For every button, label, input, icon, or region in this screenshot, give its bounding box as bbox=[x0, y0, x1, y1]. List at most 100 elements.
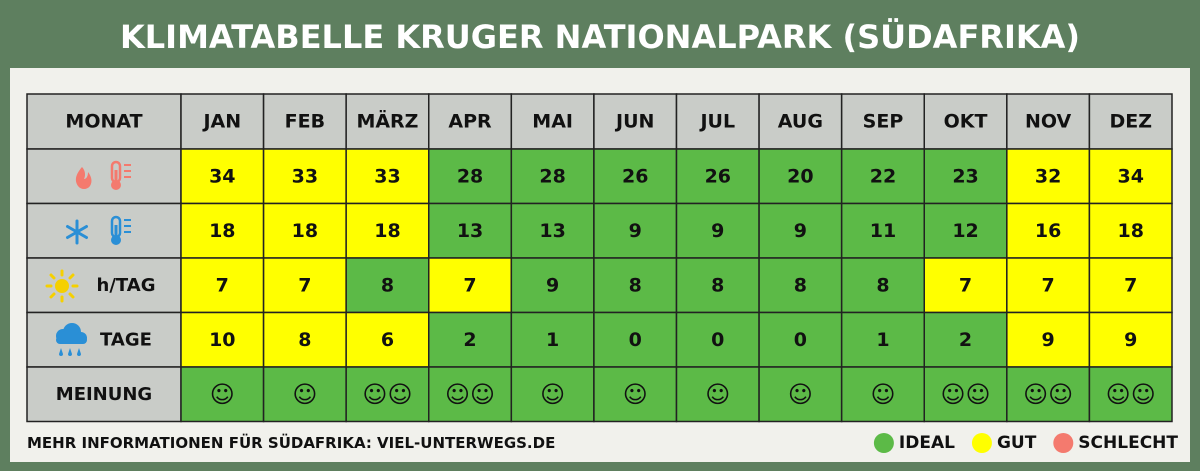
cell bbox=[840, 366, 926, 423]
cell-value: 7 bbox=[1042, 274, 1055, 296]
header-cell bbox=[1006, 93, 1091, 150]
cell bbox=[345, 257, 430, 314]
cell bbox=[510, 366, 595, 423]
header-label: SEP bbox=[863, 111, 904, 133]
cell bbox=[923, 148, 1008, 205]
cell-value: 7 bbox=[463, 274, 476, 296]
cell bbox=[1088, 257, 1173, 314]
header-label: FEB bbox=[285, 111, 325, 133]
row-label: MEINUNG bbox=[56, 384, 152, 405]
cell bbox=[428, 148, 513, 205]
cell-value: ☺☺ bbox=[1023, 380, 1073, 408]
cell-value: 10 bbox=[209, 329, 235, 351]
cell-value: 9 bbox=[629, 220, 642, 242]
cell-value: 8 bbox=[876, 274, 889, 296]
cell-value: 2 bbox=[463, 329, 476, 351]
cell-value: 6 bbox=[381, 329, 394, 351]
header-label: MONAT bbox=[65, 111, 142, 133]
cell bbox=[1006, 366, 1091, 423]
cell-value: 1 bbox=[546, 329, 559, 351]
cell bbox=[758, 202, 843, 259]
cell-value: ☺ bbox=[705, 380, 730, 408]
cell-value: 13 bbox=[457, 220, 483, 242]
cell-value: 9 bbox=[546, 274, 559, 296]
cell-value: 9 bbox=[1124, 329, 1137, 351]
cell-value: 0 bbox=[629, 329, 642, 351]
cell-value: 12 bbox=[952, 220, 978, 242]
cell-value: 28 bbox=[457, 165, 483, 187]
cell-value: 7 bbox=[1124, 274, 1137, 296]
cell-value: ☺ bbox=[788, 380, 813, 408]
snowflake-icon bbox=[66, 219, 88, 245]
cell bbox=[593, 202, 678, 259]
cell-value: 18 bbox=[1117, 220, 1143, 242]
header-cell bbox=[675, 93, 760, 150]
cell bbox=[180, 202, 265, 259]
cell-value: ☺☺ bbox=[362, 380, 412, 408]
cell bbox=[923, 311, 1008, 368]
header-label: AUG bbox=[778, 111, 823, 133]
cell-value: ☺ bbox=[292, 380, 317, 408]
cell bbox=[180, 148, 265, 205]
row-label-cell bbox=[26, 311, 182, 368]
cell bbox=[675, 202, 760, 259]
header-cell bbox=[840, 93, 926, 150]
cell bbox=[593, 366, 678, 423]
cell-value: 34 bbox=[209, 165, 235, 187]
cell-value: 0 bbox=[711, 329, 724, 351]
header-label: MAI bbox=[532, 111, 573, 133]
row-label-cell bbox=[26, 202, 182, 259]
legend-swatch bbox=[1053, 433, 1074, 453]
cell bbox=[510, 257, 595, 314]
rain-icon bbox=[56, 323, 87, 356]
cell bbox=[262, 257, 347, 314]
cell bbox=[180, 366, 265, 423]
cell bbox=[758, 366, 843, 423]
cell-value: 22 bbox=[870, 165, 896, 187]
cell bbox=[262, 202, 347, 259]
cell bbox=[840, 257, 926, 314]
cell bbox=[923, 202, 1008, 259]
sun-icon bbox=[45, 269, 79, 303]
cell bbox=[428, 366, 513, 423]
cell-value: 16 bbox=[1035, 220, 1061, 242]
cell bbox=[758, 148, 843, 205]
legend-swatch bbox=[873, 433, 894, 453]
header-label: MÄRZ bbox=[356, 109, 418, 133]
header-label: NOV bbox=[1025, 111, 1072, 133]
header-label: APR bbox=[448, 111, 492, 133]
header-label: JUL bbox=[698, 111, 735, 133]
header-cell bbox=[593, 93, 678, 150]
header-label: DEZ bbox=[1109, 111, 1152, 133]
title: KLIMATABELLE KRUGER NATIONALPARK (SÜDAFR… bbox=[120, 18, 1080, 56]
cell-value: 7 bbox=[298, 274, 311, 296]
cell-value: 9 bbox=[794, 220, 807, 242]
cell-value: 33 bbox=[292, 165, 318, 187]
cell-value: 23 bbox=[952, 165, 978, 187]
header-cell bbox=[345, 93, 430, 150]
cell-value: ☺☺ bbox=[445, 380, 495, 408]
cell bbox=[1088, 311, 1173, 368]
icons bbox=[45, 160, 131, 356]
footer: MEHR INFORMATIONEN FÜR SÜDAFRIKA: VIEL-U… bbox=[27, 433, 555, 452]
cell-value: 8 bbox=[711, 274, 724, 296]
cell-value: ☺ bbox=[540, 380, 565, 408]
cell bbox=[262, 366, 347, 423]
cell-value: 18 bbox=[374, 220, 400, 242]
legend: SCHLECHT GUT IDEAL bbox=[873, 433, 1178, 453]
cell-value: 34 bbox=[1117, 165, 1143, 187]
cell bbox=[1088, 202, 1173, 259]
cell-value: 33 bbox=[374, 165, 400, 187]
cell bbox=[1006, 202, 1091, 259]
cell-value: 9 bbox=[711, 220, 724, 242]
row-label-cell bbox=[26, 148, 182, 205]
row-label-cell bbox=[26, 366, 182, 423]
cell-value: 7 bbox=[959, 274, 972, 296]
cell bbox=[510, 202, 595, 259]
cell-value: 28 bbox=[539, 165, 565, 187]
cell bbox=[1006, 311, 1091, 368]
cell-value: 18 bbox=[209, 220, 235, 242]
cell-value: 8 bbox=[794, 274, 807, 296]
cell-value: 2 bbox=[959, 329, 972, 351]
cell bbox=[510, 148, 595, 205]
